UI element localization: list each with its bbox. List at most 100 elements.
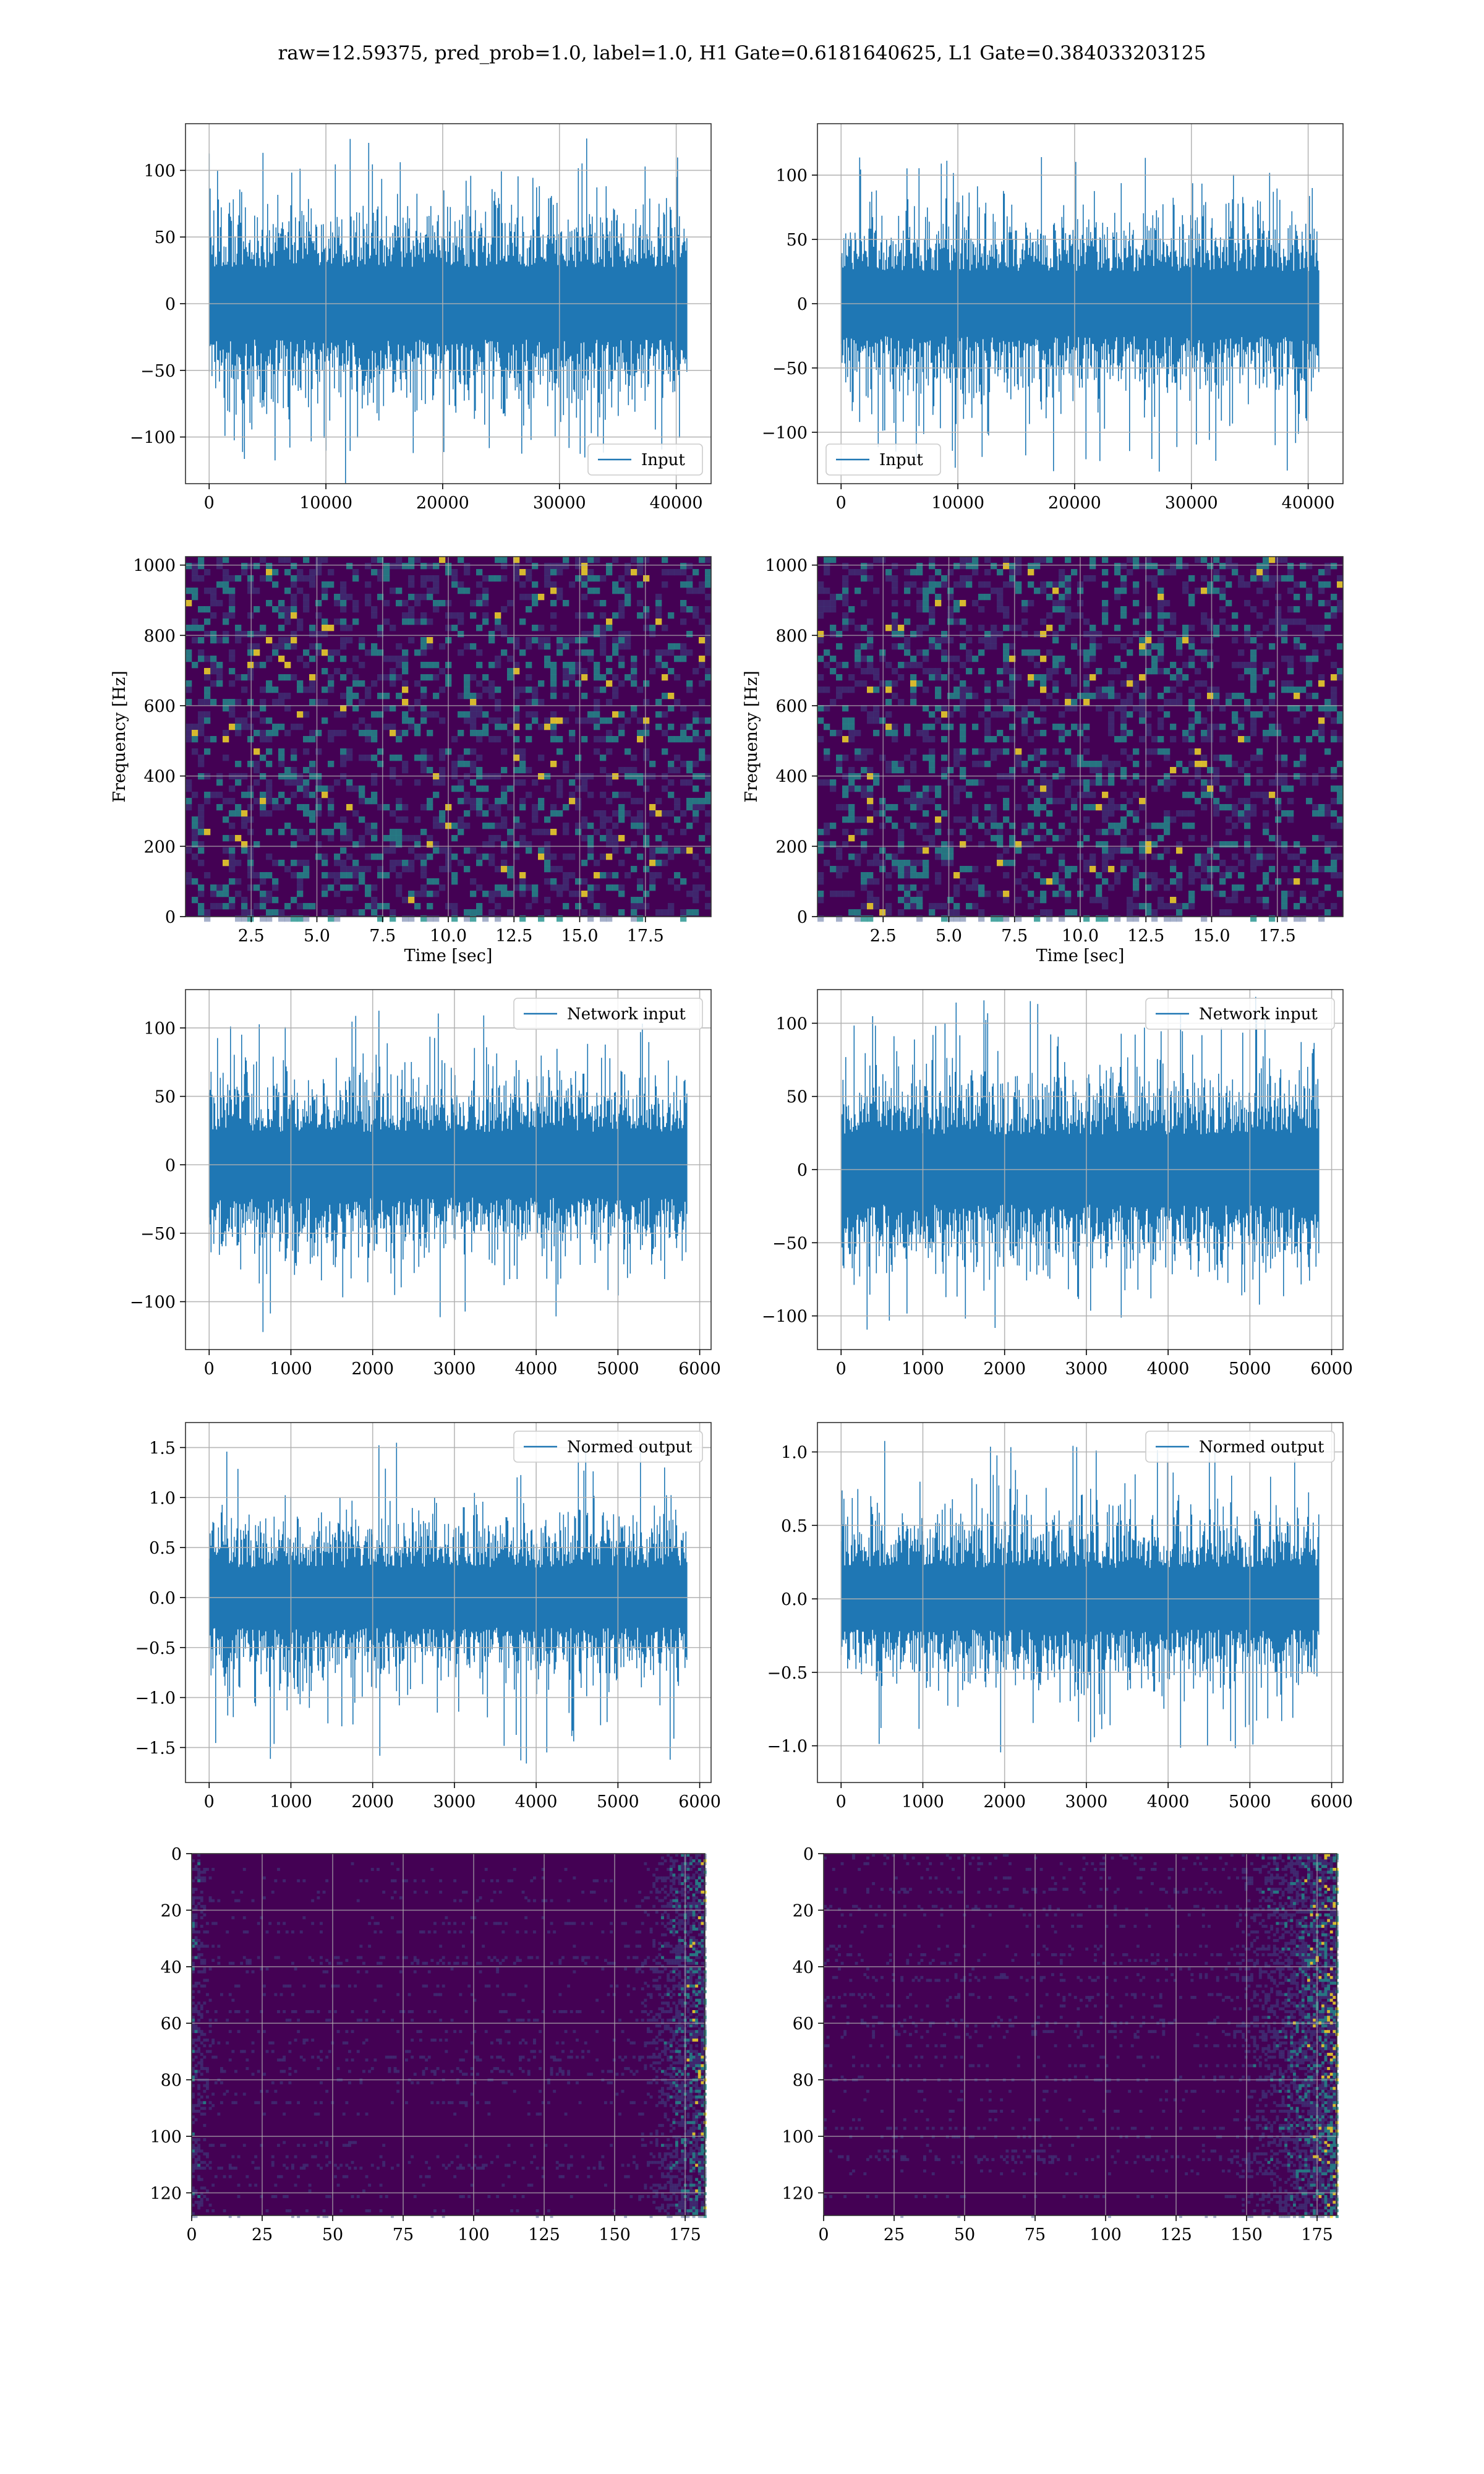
h1-network-input-ytick-label: −50: [140, 1225, 176, 1244]
h1-spectrogram-xtick-label: 7.5: [369, 927, 396, 946]
h1-network-input-ytick-label: −100: [130, 1293, 176, 1312]
l1-normed-output-legend-box: [1145, 1431, 1335, 1463]
h1-normed-output-ytick-label: −0.5: [135, 1639, 176, 1658]
h1-network-input-legend: Network input: [513, 998, 703, 1030]
h1-normed-output-xtick-label: 0: [204, 1792, 215, 1812]
h1-spectrogram-xlabel: Time [sec]: [404, 946, 493, 965]
l1-normed-output-ytick-label: 1.0: [781, 1444, 808, 1463]
l1-spectrogram-xtick-label: 10.0: [1062, 927, 1099, 946]
l1-normed-output-xtick-label: 5000: [1229, 1792, 1271, 1812]
h1-feature-map-ytick-label: 100: [150, 2128, 182, 2147]
l1-network-input-xtick-label: 1000: [902, 1359, 944, 1379]
h1-spectrogram-xtick-label: 10.0: [430, 927, 467, 946]
l1-spectrogram-xtick-label: 5.0: [936, 927, 962, 946]
l1-input-ytick-label: −50: [772, 359, 808, 379]
h1-spectrogram-ytick-label: 200: [143, 837, 176, 857]
h1-feature-map-ytick-label: 20: [161, 1901, 182, 1920]
l1-network-input-ytick-label: −100: [762, 1308, 808, 1327]
h1-spectrogram-ytick-label: 1000: [133, 557, 176, 576]
l1-spectrogram-xtick-label: 7.5: [1001, 927, 1028, 946]
l1-input-xtick-label: 20000: [1048, 494, 1101, 513]
l1-feature-map-xtick-label: 125: [1160, 2225, 1192, 2245]
h1-spectrogram-xtick-label: 12.5: [495, 927, 532, 946]
l1-feature-map-ytick-label: 60: [793, 2014, 814, 2034]
h1-network-input-xtick-label: 6000: [678, 1359, 721, 1379]
h1-normed-output-ytick-label: 1.5: [149, 1439, 176, 1458]
h1-feature-map-ytick-label: 40: [161, 1958, 182, 1977]
h1-feature-map-ytick-label: 80: [161, 2071, 182, 2091]
l1-network-input-grid: [817, 990, 1343, 1350]
l1-spectrogram-ytick-label: 400: [775, 768, 808, 787]
h1-input-grid: [186, 124, 711, 484]
l1-normed-output-ytick-label: 0.5: [781, 1517, 808, 1536]
l1-feature-map-ytick-label: 120: [782, 2184, 814, 2203]
h1-feature-map-chart: 0 25 50 75 100 125 150 175 0 20 40 60 80 100 120: [150, 1845, 707, 2245]
l1-spectrogram-xtick-label: 12.5: [1127, 927, 1164, 946]
l1-network-input-xtick-label: 5000: [1229, 1359, 1271, 1379]
h1-normed-output-xtick-label: 1000: [270, 1792, 312, 1812]
h1-spectrogram-ytick-label: 600: [143, 697, 176, 716]
h1-feature-map-xtick-label: 50: [322, 2225, 343, 2245]
l1-feature-map-xtick-label: 175: [1301, 2225, 1333, 2245]
h1-normed-output-xtick-label: 5000: [597, 1792, 639, 1812]
h1-spectrogram-chart: 2.5 5.0 7.5 10.0 12.5 15.0 17.5 0 200 400 600 800 10…: [110, 556, 712, 965]
h1-normed-output-ytick-label: 0.5: [149, 1539, 176, 1558]
h1-network-input-xtick-label: 5000: [597, 1359, 639, 1379]
l1-normed-output-ytick-label: −1.0: [767, 1737, 808, 1757]
l1-normed-output-xtick-label: 4000: [1147, 1792, 1190, 1812]
l1-spectrogram-ylabel: Frequency [Hz]: [742, 670, 761, 802]
h1-feature-map-xtick-label: 25: [252, 2225, 273, 2245]
h1-spectrogram-ytick-label: 0: [165, 908, 176, 927]
l1-network-input-ytick-label: 100: [775, 1014, 808, 1034]
l1-input-xtick-label: 30000: [1165, 494, 1218, 513]
l1-input-series-line: [840, 157, 1320, 472]
h1-normed-output-xtick-label: 4000: [515, 1792, 558, 1812]
l1-input-ytick-label: 0: [797, 295, 808, 314]
l1-input-ytick-label: 50: [787, 231, 808, 250]
h1-input-xtick-label: 10000: [299, 494, 352, 513]
l1-spectrogram-ytick-label: 600: [775, 697, 808, 716]
h1-feature-map-background: [192, 1854, 705, 2215]
l1-normed-output-frame: [817, 1422, 1344, 1783]
h1-feature-map-xtick-label: 150: [599, 2225, 631, 2245]
l1-spectrogram-ytick-label: 0: [797, 908, 808, 927]
h1-feature-map-ytick-label: 0: [171, 1845, 182, 1864]
h1-network-input-frame: [185, 989, 712, 1350]
h1-normed-output-legend-label: Normed output: [567, 1438, 693, 1457]
l1-spectrogram-ytick-label: 800: [775, 627, 808, 646]
h1-spectrogram-ytick-label: 800: [143, 627, 176, 646]
l1-normed-output-xtick-label: 6000: [1310, 1792, 1353, 1812]
h1-network-input-xtick-label: 2000: [351, 1359, 394, 1379]
l1-spectrogram-xlabel: Time [sec]: [1036, 946, 1125, 965]
h1-input-legend-box: [587, 443, 703, 476]
h1-normed-output-ytick-label: −1.5: [135, 1739, 176, 1758]
l1-normed-output-series-line: [840, 1440, 1320, 1753]
l1-normed-output-xtick-label: 0: [836, 1792, 846, 1812]
h1-network-input-ytick-label: 100: [143, 1019, 176, 1038]
h1-input-ytick-label: −100: [130, 429, 176, 448]
h1-feature-map-xtick-label: 100: [458, 2225, 490, 2245]
h1-input-xtick-label: 40000: [650, 494, 703, 513]
l1-network-input-xtick-label: 0: [836, 1359, 846, 1379]
h1-feature-map-cells: [192, 1854, 707, 2219]
h1-input-legend-label: Input: [641, 451, 685, 469]
h1-feature-map-xtick-label: 175: [669, 2225, 701, 2245]
l1-network-input-chart: 0 1000 2000 3000 4000 5000 6000 −100 −50 0 50 100 Ne…: [762, 989, 1353, 1379]
l1-spectrogram-ytick-label: 200: [775, 837, 808, 857]
l1-input-chart: 0 10000 20000 30000 40000 −100 −50 0 50 100 Input: [762, 123, 1344, 513]
l1-normed-output-grid: [817, 1423, 1343, 1783]
h1-spectrogram-ylabel: Frequency [Hz]: [110, 670, 129, 802]
h1-normed-output-grid: [186, 1423, 711, 1783]
l1-network-input-legend: Network input: [1145, 998, 1335, 1030]
h1-normed-output-legend: Normed output: [513, 1431, 703, 1463]
h1-normed-output-ytick-label: 0.0: [149, 1589, 176, 1608]
h1-normed-output-ytick-label: −1.0: [135, 1689, 176, 1708]
h1-spectrogram-xtick-label: 2.5: [238, 927, 265, 946]
l1-feature-map-xtick-label: 150: [1230, 2225, 1263, 2245]
h1-spectrogram-xtick-label: 17.5: [627, 927, 664, 946]
h1-input-ytick-label: −50: [140, 362, 176, 381]
l1-normed-output-xtick-label: 2000: [983, 1792, 1026, 1812]
h1-spectrogram-xtick-label: 5.0: [304, 927, 330, 946]
l1-network-input-ytick-label: 50: [787, 1088, 808, 1107]
l1-input-xtick-label: 0: [836, 494, 846, 513]
